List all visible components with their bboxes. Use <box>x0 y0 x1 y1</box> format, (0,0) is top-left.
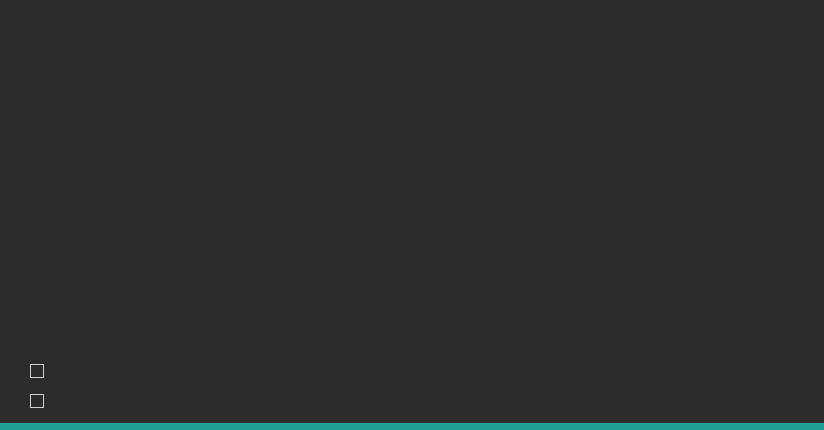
bottom-accent-bar <box>0 423 824 430</box>
stat-max <box>658 391 668 411</box>
stat-most <box>205 391 215 411</box>
legend-swatch-legtobb <box>30 364 44 378</box>
legend-swatch-atlag <box>30 394 44 408</box>
stat-atlag <box>425 391 435 411</box>
chart-plot <box>0 0 824 348</box>
